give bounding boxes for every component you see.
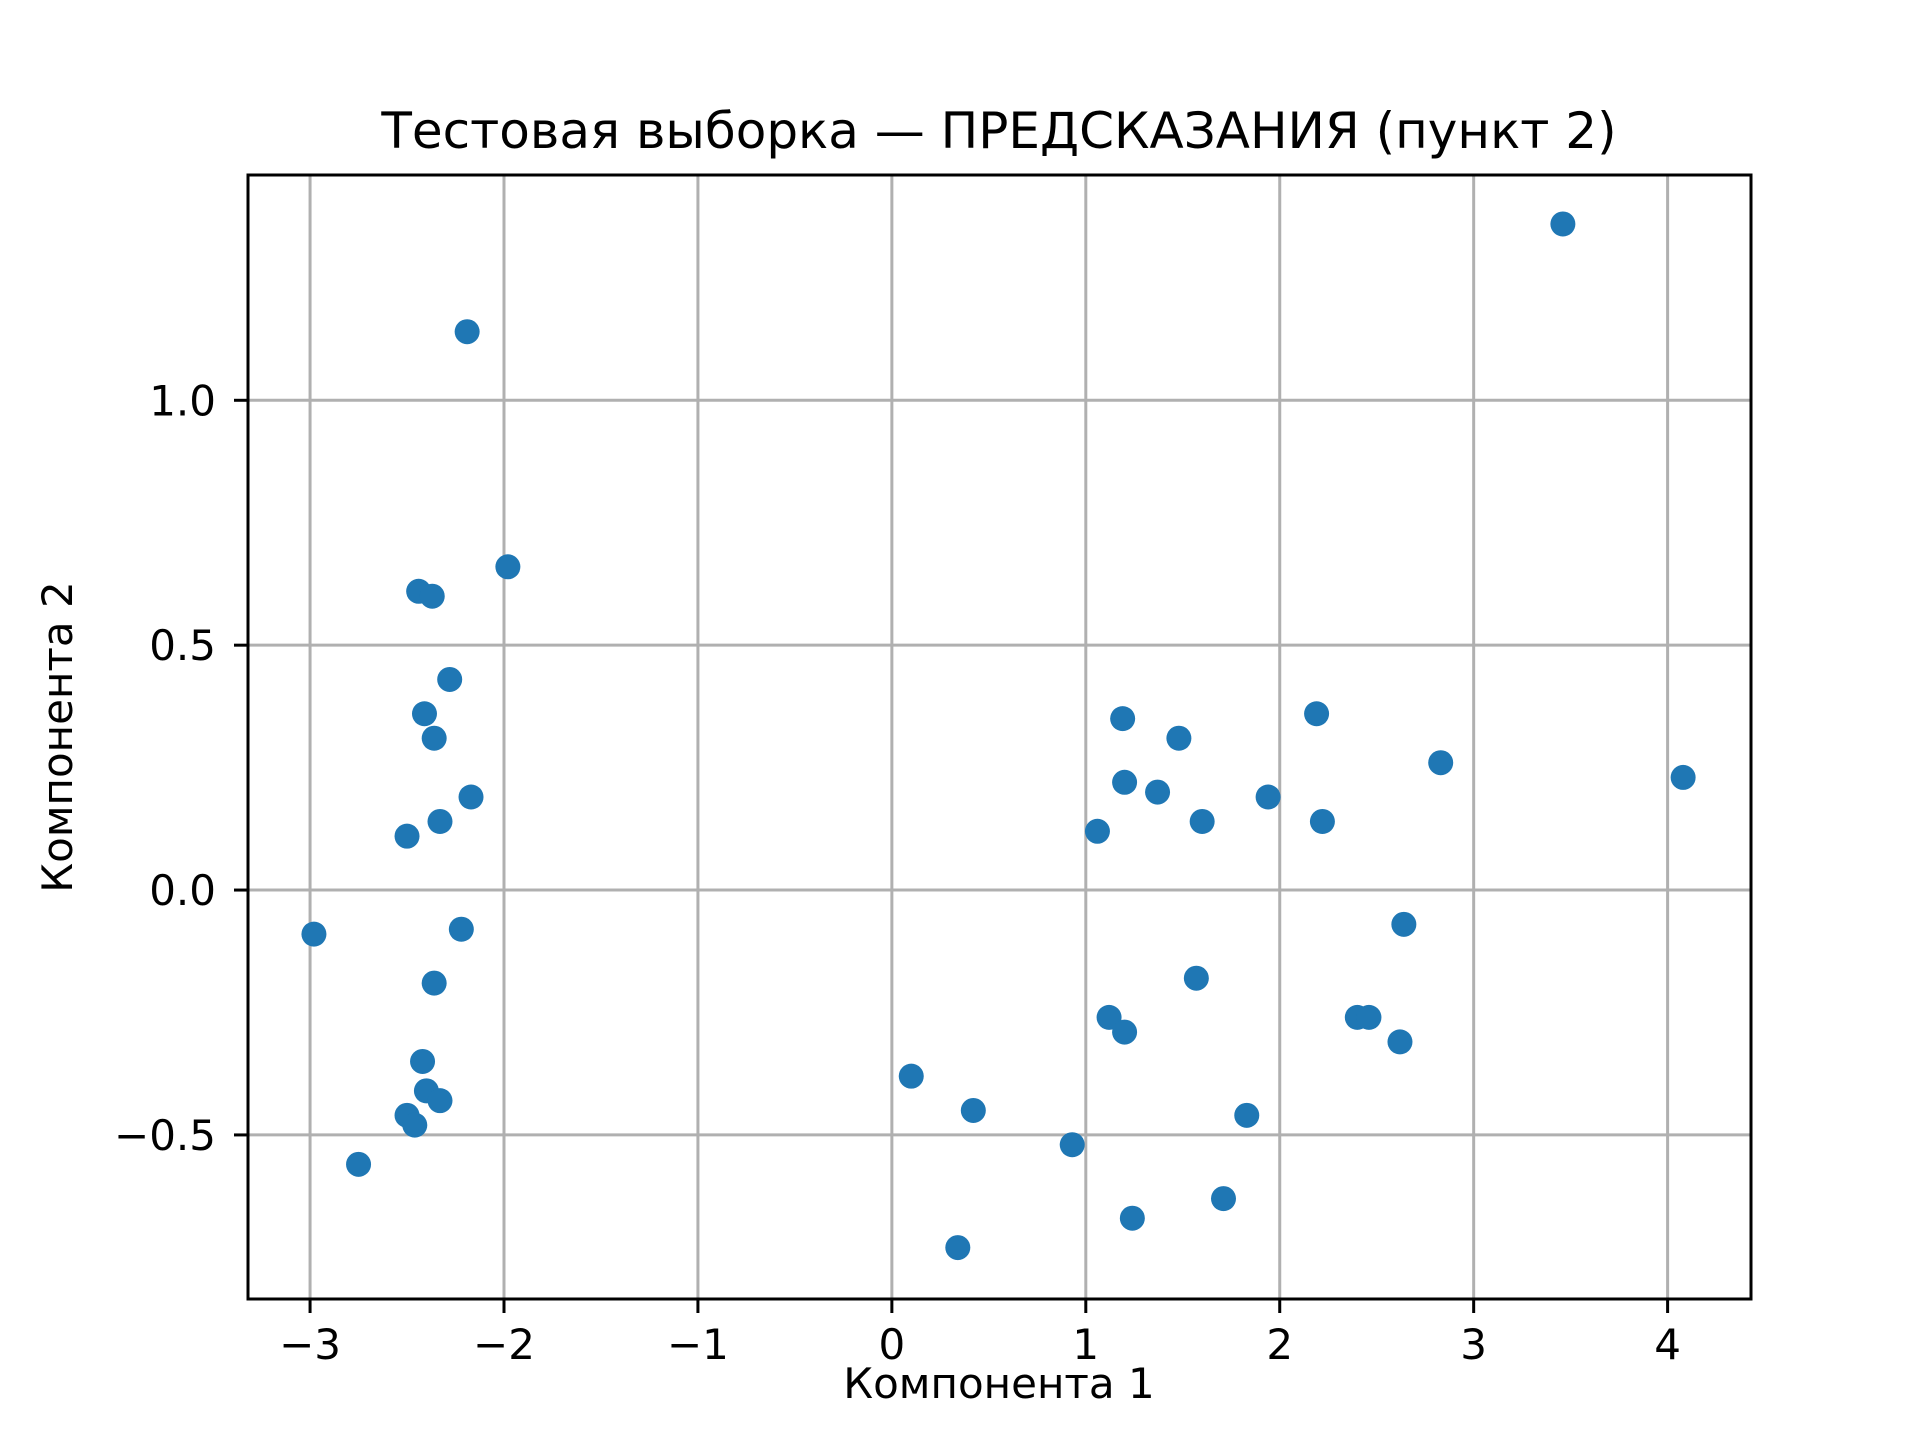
data-point: [1189, 808, 1215, 834]
data-point: [301, 921, 327, 947]
x-tick-label: −3: [279, 1320, 341, 1369]
data-point: [1356, 1004, 1382, 1030]
axes-border: [246, 173, 1753, 1301]
data-point: [1059, 1132, 1085, 1158]
data-point: [1183, 965, 1209, 991]
data-point: [1112, 769, 1138, 795]
x-tick-label: 1: [1072, 1320, 1099, 1369]
y-axis-label: Компонента 2: [33, 581, 82, 892]
chart-title: Тестовая выборка — ПРЕДСКАЗАНИЯ (пункт 2…: [380, 102, 1616, 160]
data-point: [427, 1088, 453, 1114]
data-point: [1670, 764, 1696, 790]
data-point: [1234, 1102, 1260, 1128]
data-point: [1428, 750, 1454, 776]
x-tick-label: 2: [1266, 1320, 1293, 1369]
data-point: [495, 554, 521, 580]
data-point: [1096, 1004, 1122, 1030]
data-point: [410, 1048, 436, 1074]
data-point: [394, 823, 420, 849]
x-tick-label: −1: [667, 1320, 729, 1369]
x-tick-label: −2: [473, 1320, 535, 1369]
data-point: [1550, 211, 1576, 237]
data-point: [458, 784, 484, 810]
x-tick-label: 3: [1460, 1320, 1487, 1369]
y-tick-label: 0.5: [149, 621, 216, 670]
y-tick-label: 0.0: [149, 866, 216, 915]
data-point: [1255, 784, 1281, 810]
data-point: [1387, 1029, 1413, 1055]
data-point: [421, 970, 447, 996]
data-point: [1166, 725, 1192, 751]
data-point: [960, 1097, 986, 1123]
axis-ticks: −3 −2 −1 0 1 2 3 4 −0.5 0.0 0.5 1.0: [114, 376, 1681, 1369]
grid: [248, 175, 1751, 1299]
data-point: [1110, 706, 1136, 732]
data-points: [301, 211, 1696, 1261]
data-point: [411, 701, 437, 727]
y-tick-label: −0.5: [114, 1111, 216, 1160]
data-point: [1309, 808, 1335, 834]
x-tick-label: 4: [1654, 1320, 1681, 1369]
data-point: [945, 1235, 971, 1261]
data-point: [1391, 911, 1417, 937]
y-tick-label: 1.0: [149, 376, 216, 425]
data-point: [1210, 1186, 1236, 1212]
x-tick-label: 0: [878, 1320, 905, 1369]
data-point: [421, 725, 447, 751]
data-point: [1084, 818, 1110, 844]
data-point: [346, 1151, 372, 1177]
data-point: [402, 1112, 428, 1138]
data-point: [1145, 779, 1171, 805]
data-point: [437, 666, 463, 692]
data-point: [898, 1063, 924, 1089]
data-point: [1304, 701, 1330, 727]
data-point: [419, 583, 445, 609]
data-point: [454, 319, 480, 345]
data-point: [448, 916, 474, 942]
x-axis-label: Компонента 1: [843, 1359, 1154, 1408]
data-point: [1119, 1205, 1145, 1231]
data-point: [1112, 1019, 1138, 1045]
data-point: [427, 808, 453, 834]
